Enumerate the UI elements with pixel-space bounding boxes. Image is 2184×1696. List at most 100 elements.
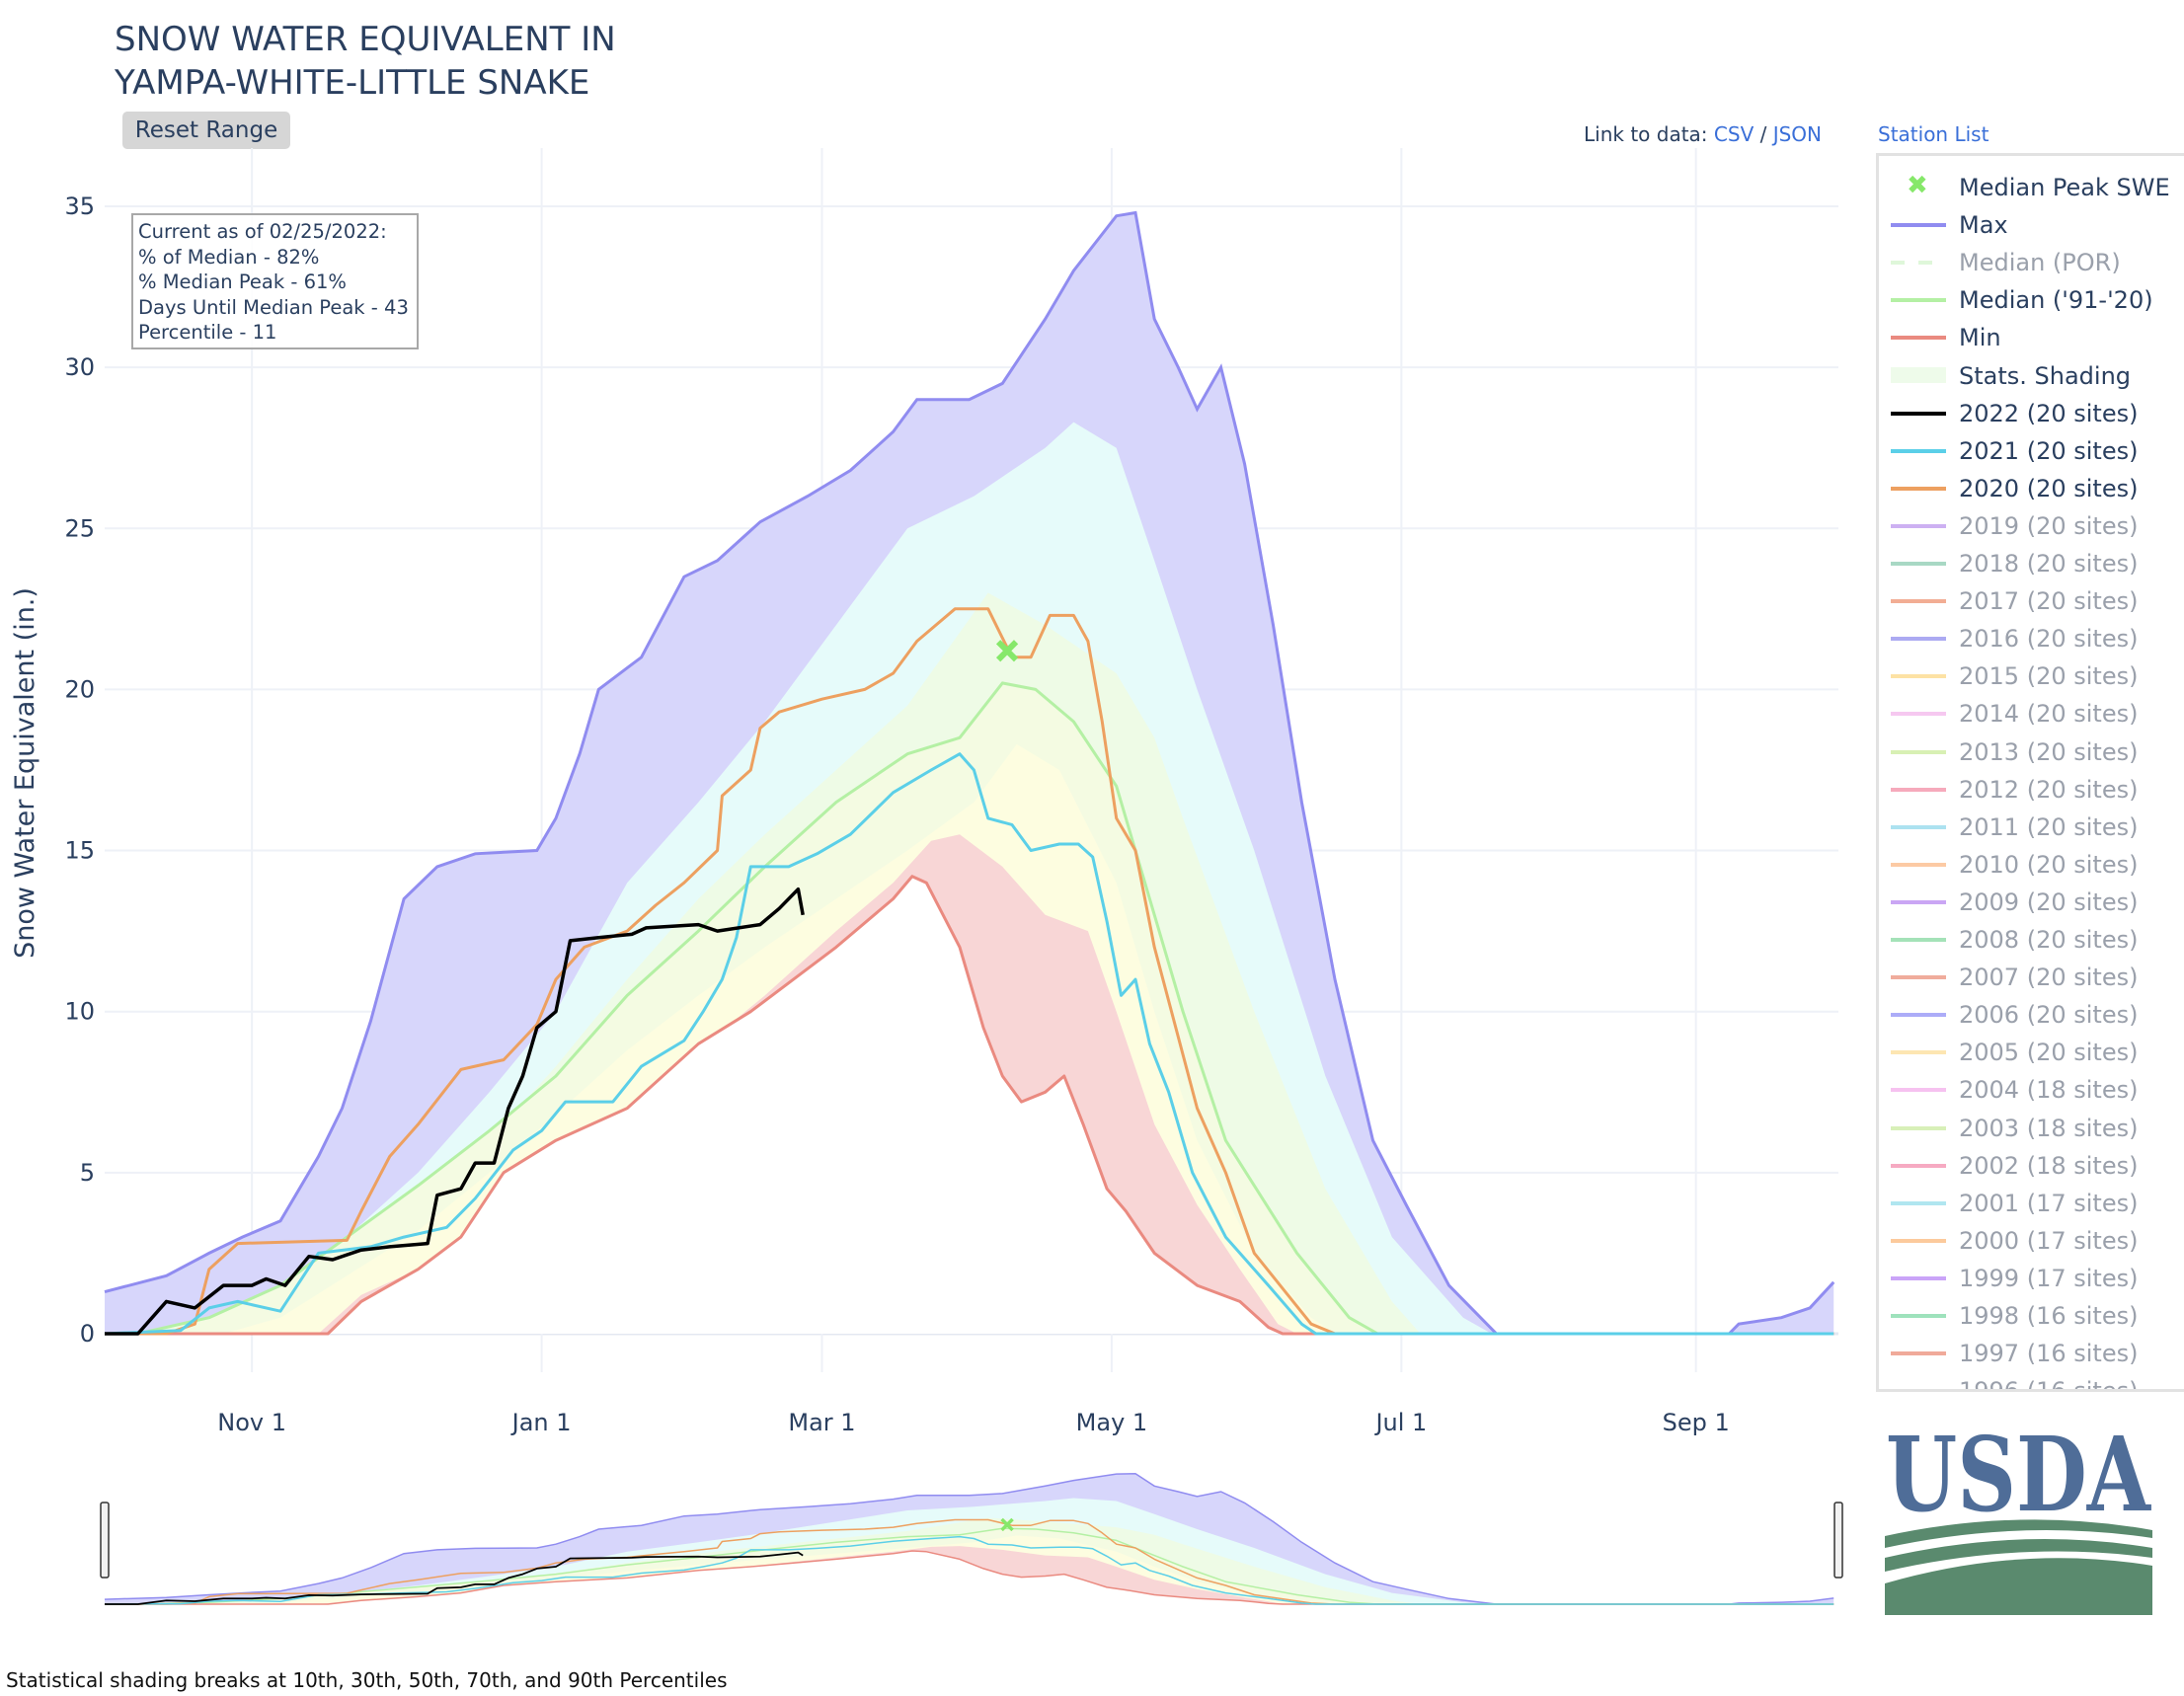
title-line-2: YAMPA-WHITE-LITTLE SNAKE <box>115 63 590 103</box>
legend-item[interactable]: 2006 (20 sites) <box>1879 996 2184 1034</box>
legend-item[interactable]: 2016 (20 sites) <box>1879 620 2184 657</box>
legend-label: Stats. Shading <box>1959 361 2132 390</box>
legend-label: 2004 (18 sites) <box>1959 1076 2139 1105</box>
y-tick-label: 30 <box>64 353 95 381</box>
legend-item[interactable]: 2011 (20 sites) <box>1879 809 2184 846</box>
legend-item[interactable]: 1996 (16 sites) <box>1879 1372 2184 1389</box>
legend-label: Max <box>1959 211 2008 240</box>
y-tick-label: 10 <box>64 998 95 1026</box>
legend-item[interactable]: 1998 (16 sites) <box>1879 1297 2184 1335</box>
legend-label: 2006 (20 sites) <box>1959 1001 2139 1030</box>
range-slider[interactable] <box>100 1448 1843 1609</box>
median-peak-x-icon <box>1000 1517 1014 1532</box>
legend-label: 2020 (20 sites) <box>1959 474 2139 502</box>
line-swatch-icon <box>1891 1013 1946 1018</box>
legend-item[interactable]: 2010 (20 sites) <box>1879 846 2184 884</box>
csv-link[interactable]: CSV <box>1713 122 1755 146</box>
usda-logo-text: USDA <box>1886 1427 2151 1535</box>
line-swatch-icon <box>1891 1125 1946 1130</box>
legend-item[interactable]: Median ('91-'20) <box>1879 281 2184 319</box>
line-swatch-icon <box>1891 486 1946 491</box>
legend-item[interactable]: Median (POR) <box>1879 244 2184 281</box>
legend-item[interactable]: ✖ Median Peak SWE <box>1879 169 2184 206</box>
station-list-link[interactable]: Station List <box>1878 122 1989 146</box>
series-2022-20-sites--line-mini <box>105 1551 804 1605</box>
legend-item[interactable]: 2001 (17 sites) <box>1879 1185 2184 1222</box>
y-tick-label: 0 <box>80 1320 95 1348</box>
series-max-line-mini <box>104 1473 1834 1605</box>
legend-label: Median (POR) <box>1959 249 2121 277</box>
legend-label: Median Peak SWE <box>1959 174 2170 201</box>
legend-item[interactable]: 2019 (20 sites) <box>1879 507 2184 545</box>
legend[interactable]: ✖ Median Peak SWE Max Median (POR) Median ('… <box>1876 153 2184 1392</box>
median-peak-marker <box>995 640 1019 662</box>
legend-label: 2001 (17 sites) <box>1959 1189 2139 1217</box>
reset-range-button[interactable]: Reset Range <box>122 112 290 149</box>
y-tick-label: 5 <box>80 1159 95 1187</box>
legend-item[interactable]: 2000 (17 sites) <box>1879 1222 2184 1260</box>
x-tick-label: Nov 1 <box>217 1409 286 1436</box>
legend-item[interactable]: 2014 (20 sites) <box>1879 695 2184 732</box>
legend-item[interactable]: 2018 (20 sites) <box>1879 545 2184 582</box>
plot-area <box>104 210 1835 1336</box>
link-prefix: Link to data: <box>1584 122 1714 146</box>
line-swatch-icon <box>1891 1238 1946 1243</box>
series-2020-20-sites--line-mini <box>105 1518 1834 1605</box>
line-swatch-icon <box>1891 975 1946 980</box>
x-marker-icon: ✖ <box>1907 171 1928 200</box>
legend-label: 2000 (17 sites) <box>1959 1226 2139 1255</box>
y-tick-label: 35 <box>64 193 95 220</box>
legend-item[interactable]: 2005 (20 sites) <box>1879 1034 2184 1071</box>
legend-label: 2018 (20 sites) <box>1959 550 2139 578</box>
legend-item[interactable]: 2004 (18 sites) <box>1879 1071 2184 1109</box>
range-slider-left-handle[interactable] <box>100 1502 110 1579</box>
legend-label: 2019 (20 sites) <box>1959 511 2139 540</box>
legend-item[interactable]: Min <box>1879 319 2184 356</box>
legend-item[interactable]: 2008 (20 sites) <box>1879 921 2184 959</box>
legend-item[interactable]: Max <box>1879 206 2184 244</box>
line-swatch-icon <box>1891 787 1946 792</box>
legend-item[interactable]: 1997 (16 sites) <box>1879 1335 2184 1372</box>
line-swatch-icon <box>1891 712 1946 717</box>
legend-item[interactable]: 2017 (20 sites) <box>1879 582 2184 620</box>
legend-item[interactable]: 2012 (20 sites) <box>1879 771 2184 809</box>
legend-item[interactable]: 2015 (20 sites) <box>1879 657 2184 695</box>
line-swatch-icon <box>1891 749 1946 754</box>
legend-item[interactable]: 2002 (18 sites) <box>1879 1147 2184 1185</box>
legend-label: 2013 (20 sites) <box>1959 737 2139 766</box>
legend-label: Median ('91-'20) <box>1959 286 2153 315</box>
legend-label: 2010 (20 sites) <box>1959 850 2139 879</box>
legend-item[interactable]: 2020 (20 sites) <box>1879 470 2184 507</box>
line-swatch-icon <box>1891 674 1946 679</box>
dashed-line-icon <box>1891 261 1946 266</box>
line-swatch-icon <box>1891 899 1946 904</box>
legend-item[interactable]: 2007 (20 sites) <box>1879 959 2184 996</box>
series-max-line <box>104 210 1835 1336</box>
line-swatch-icon <box>1891 223 1946 228</box>
line-swatch-icon <box>1891 1163 1946 1168</box>
x-tick-label: Sep 1 <box>1663 1409 1730 1436</box>
line-swatch-icon <box>1891 562 1946 566</box>
legend-label: 2014 (20 sites) <box>1959 700 2139 729</box>
legend-item[interactable]: 2022 (20 sites) <box>1879 395 2184 432</box>
logo-swoosh-1 <box>1885 1519 2152 1548</box>
legend-item[interactable]: 1999 (17 sites) <box>1879 1260 2184 1297</box>
y-axis-title: Snow Water Equivalent (in.) <box>10 587 40 959</box>
x-tick-label: Jan 1 <box>510 1409 572 1436</box>
legend-label: 2002 (18 sites) <box>1959 1151 2139 1180</box>
shading-swatch-icon <box>1891 366 1946 383</box>
legend-item[interactable]: Stats. Shading <box>1879 357 2184 395</box>
x-tick-label: May 1 <box>1076 1409 1148 1436</box>
json-link[interactable]: JSON <box>1772 122 1822 146</box>
legend-item[interactable]: 2009 (20 sites) <box>1879 884 2184 921</box>
legend-item[interactable]: 2003 (18 sites) <box>1879 1110 2184 1147</box>
legend-item[interactable]: 2013 (20 sites) <box>1879 733 2184 771</box>
info-pct-median-peak: % Median Peak - 61% <box>138 270 347 293</box>
line-swatch-icon <box>1891 411 1946 416</box>
legend-label: 2017 (20 sites) <box>1959 587 2139 616</box>
range-slider-right-handle[interactable] <box>1833 1502 1843 1579</box>
x-tick-label: Mar 1 <box>788 1409 855 1436</box>
legend-item[interactable]: 2021 (20 sites) <box>1879 432 2184 470</box>
usda-logo: USDA <box>1885 1427 2152 1615</box>
